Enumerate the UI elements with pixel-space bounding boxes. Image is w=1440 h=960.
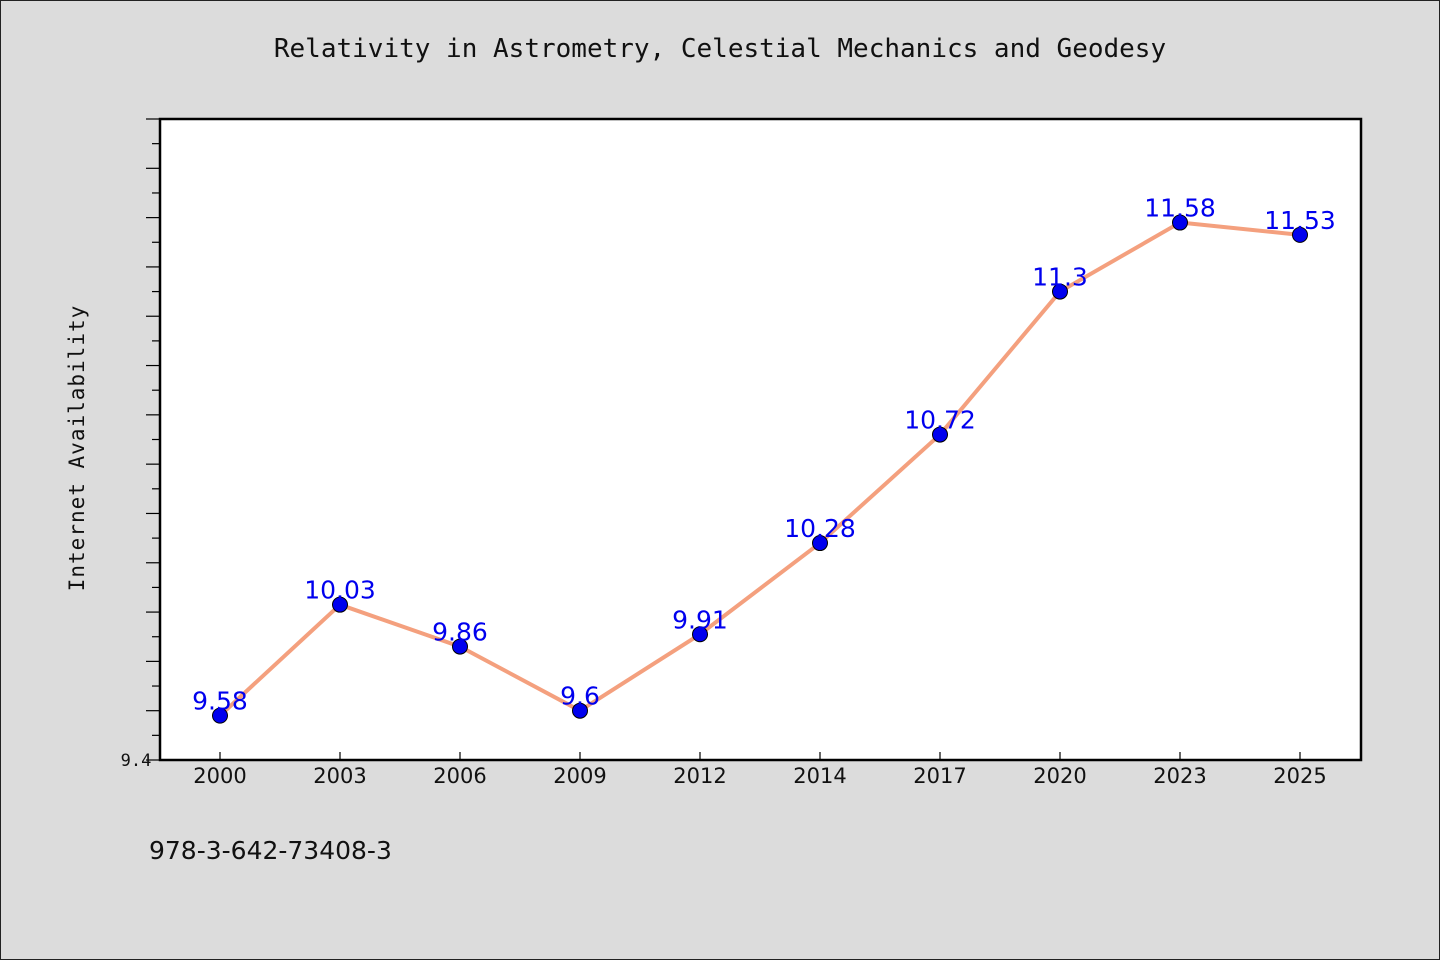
data-label: 10.72: [904, 406, 976, 435]
data-point: [452, 638, 468, 655]
x-tick-label: 2025: [1273, 764, 1326, 788]
data-point: [1172, 214, 1188, 231]
x-tick-label: 2017: [913, 764, 966, 788]
data-label: 9.58: [192, 687, 248, 716]
x-tick-label: 2012: [673, 764, 726, 788]
data-point: [212, 707, 228, 724]
data-point: [932, 426, 948, 443]
x-tick-label: 2003: [313, 764, 366, 788]
data-label: 10.03: [304, 576, 376, 605]
data-label: 11.58: [1144, 194, 1216, 223]
data-point: [1052, 283, 1068, 300]
chart-title: Relativity in Astrometry, Celestial Mech…: [273, 34, 1167, 64]
data-point: [1292, 226, 1308, 243]
x-tick-label: 2014: [793, 764, 846, 788]
x-tick-label: 2023: [1153, 764, 1206, 788]
data-point: [332, 596, 348, 613]
data-label: 11.3: [1032, 263, 1088, 292]
isbn-text: 978-3-642-73408-3: [149, 836, 392, 865]
x-tick-label: 2009: [553, 764, 606, 788]
y-axis-ticks: [146, 118, 160, 761]
data-label: 11.53: [1264, 206, 1336, 235]
x-axis-ticks: 2000 2003 2006 2009 2012 2014 2017 2020 2023 2025: [193, 752, 1327, 788]
data-label: 9.91: [672, 605, 728, 634]
data-point: [692, 626, 708, 643]
plot-area: [158, 117, 1363, 762]
data-point: [572, 702, 588, 719]
data-label: 9.86: [432, 618, 488, 647]
series-line: [218, 220, 1302, 718]
x-tick-label: 2020: [1033, 764, 1086, 788]
y-tick-label: 9.4: [121, 751, 152, 771]
data-label: 10.28: [784, 514, 856, 543]
x-tick-label: 2000: [193, 764, 246, 788]
data-label: 9.6: [560, 682, 600, 711]
series-layer: 9.58 10.03 9.86 9.6 9.91 10.28 10.72 11.3 11.58 1…: [192, 194, 1336, 724]
x-tick-label: 2006: [433, 764, 486, 788]
data-point: [812, 535, 828, 552]
